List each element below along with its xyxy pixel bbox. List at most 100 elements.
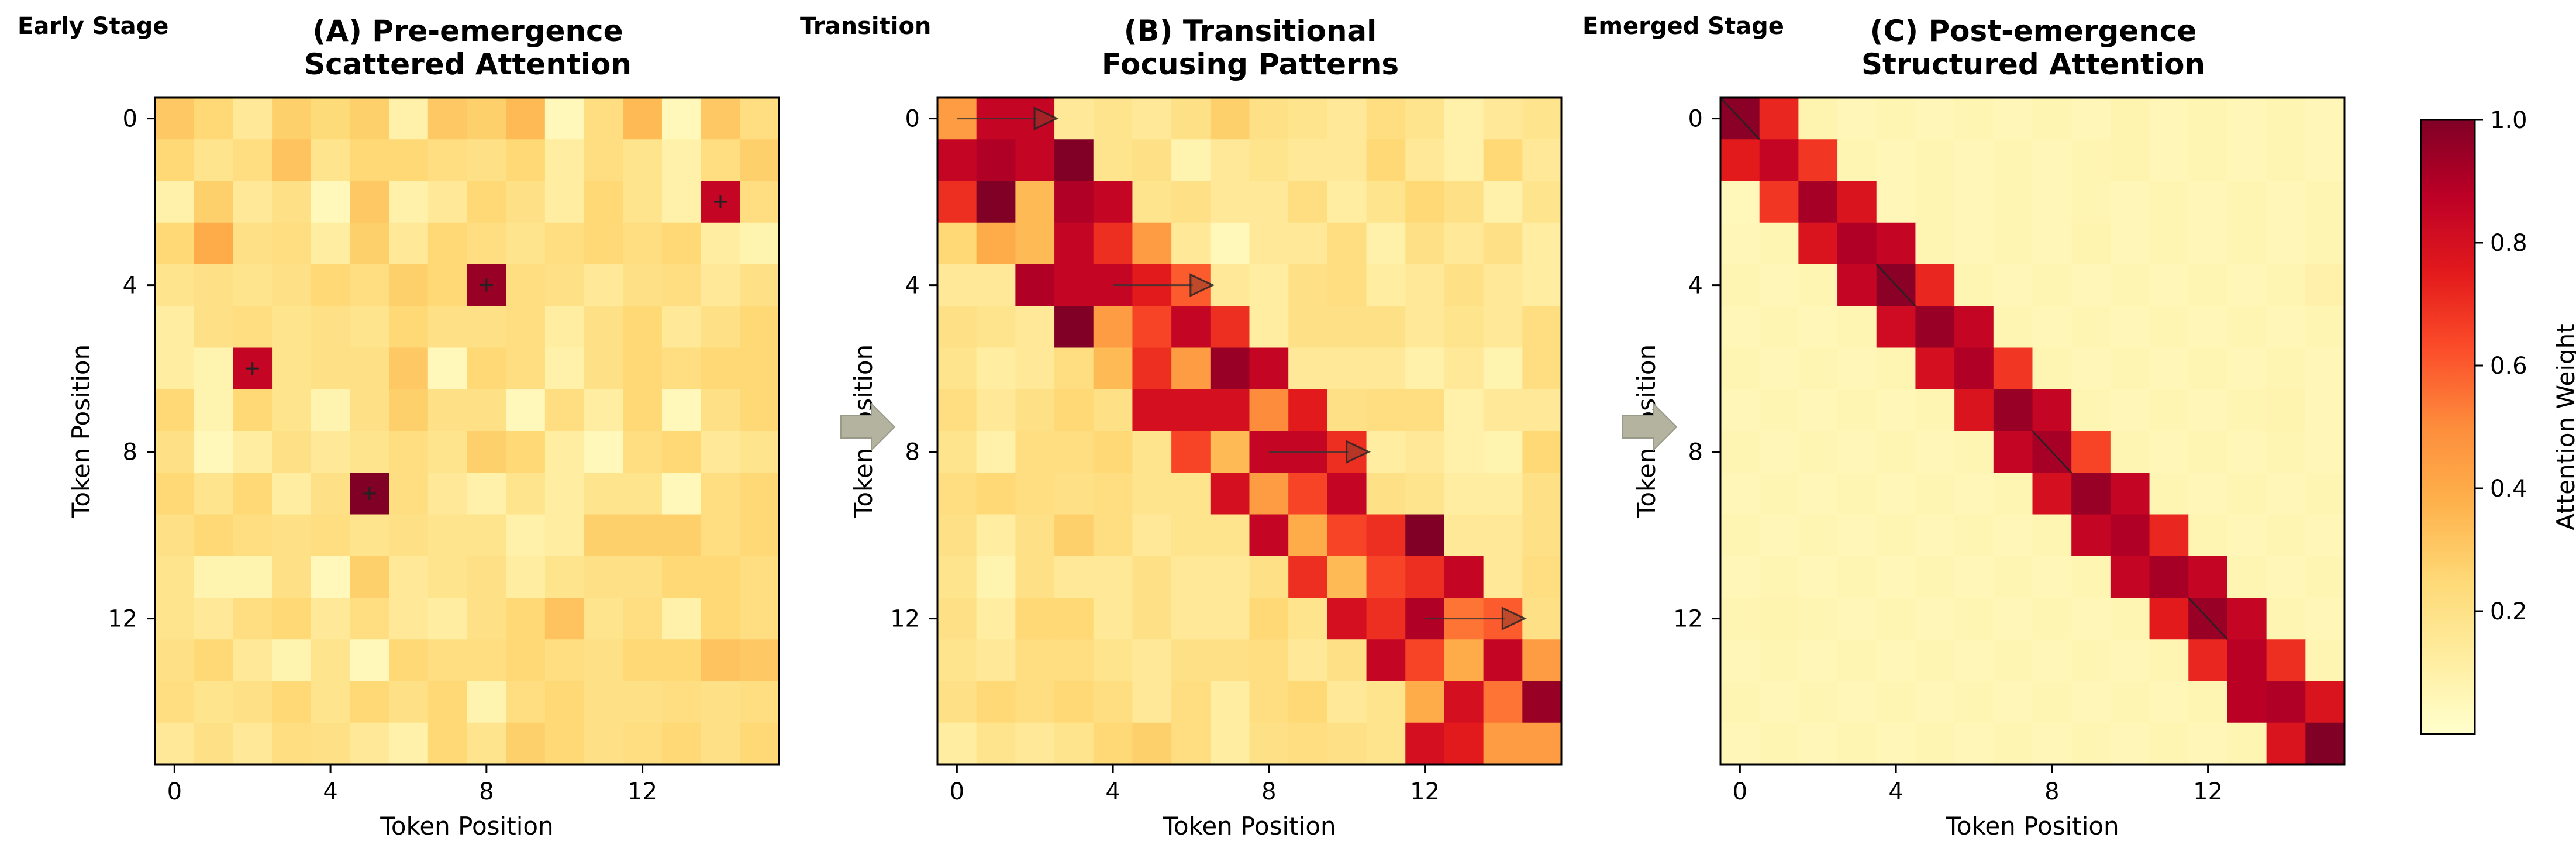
heatmap-cell (272, 306, 312, 349)
heatmap-cell (1015, 431, 1055, 473)
heatmap-cell (1954, 598, 1994, 640)
heatmap-cell (1837, 722, 1877, 765)
heatmap-cell (272, 681, 312, 723)
heatmap-cell (194, 389, 233, 432)
heatmap-cell (1054, 139, 1094, 182)
heatmap-cell (1837, 431, 1877, 473)
heatmap-cell (350, 722, 389, 765)
heatmap-cell (544, 306, 585, 349)
heatmap-cell (1366, 389, 1406, 432)
heatmap-cell (1993, 722, 2033, 765)
heatmap-cell (350, 98, 389, 140)
heatmap-cell (1798, 598, 1838, 640)
heatmap-cell (2071, 389, 2111, 432)
heatmap-cell (233, 639, 273, 682)
heatmap-cell (661, 389, 702, 432)
heatmap-cell (544, 722, 585, 765)
heatmap-cell (506, 98, 546, 140)
heatmap-cell (661, 514, 702, 557)
heatmap-cell (1720, 264, 1760, 306)
y-tick-label: 12 (890, 606, 920, 633)
heatmap-cell (1993, 556, 2033, 598)
heatmap-cell (2071, 222, 2111, 265)
heatmap-cell (1798, 473, 1838, 515)
x-tick-label: 4 (1105, 778, 1120, 805)
heatmap-cell (2266, 181, 2306, 223)
heatmap-cell (2227, 639, 2267, 682)
heatmap-cell (1171, 389, 1211, 432)
heatmap-cell (1249, 514, 1289, 557)
y-tick-label: 12 (108, 606, 137, 633)
heatmap-cell (1954, 389, 1994, 432)
heatmap-cell (1798, 222, 1838, 265)
heatmap-cell (506, 722, 546, 765)
heatmap-cell (1093, 181, 1133, 223)
heatmap-cell (1720, 389, 1760, 432)
heatmap-cell (2305, 98, 2345, 140)
heatmap-cell (2149, 473, 2189, 515)
heatmap-cell (544, 181, 585, 223)
heatmap-cell (937, 431, 977, 473)
heatmap-cell (2188, 722, 2228, 765)
chart-title-line-2: Scattered Attention (304, 47, 632, 81)
heatmap-cell (272, 598, 312, 640)
heatmap-cell (233, 98, 273, 140)
heatmap-cell (1837, 389, 1877, 432)
heatmap-cell (937, 473, 977, 515)
heatmap-cell (1249, 306, 1289, 349)
heatmap-cell (2227, 431, 2267, 473)
heatmap-cell (1915, 598, 1955, 640)
heatmap-cell (2266, 98, 2306, 140)
heatmap-cell (701, 347, 740, 390)
x-axis-label: Token Position (380, 812, 553, 840)
heatmap-cell (506, 431, 546, 473)
heatmap-cell (1759, 98, 1799, 140)
heatmap-cell (1327, 264, 1367, 306)
heatmap-cell (2305, 639, 2345, 682)
heatmap-cell (584, 639, 623, 682)
heatmap-cell (544, 222, 585, 265)
heatmap-cell (2227, 181, 2267, 223)
heatmap-cell (1915, 431, 1955, 473)
heatmap-cell (427, 722, 468, 765)
heatmap-cell (2266, 556, 2306, 598)
heatmap-cell (1327, 139, 1367, 182)
heatmap-cell (155, 222, 195, 265)
heatmap-cell (937, 222, 977, 265)
heatmap-cell (1915, 514, 1955, 557)
heatmap-cell (1366, 598, 1406, 640)
heatmap-cell (506, 347, 546, 390)
heatmap-cell (661, 181, 702, 223)
heatmap-cell (2149, 556, 2189, 598)
heatmap-cell (233, 514, 273, 557)
heatmap-cell (1993, 306, 2033, 349)
heatmap-cell (2110, 598, 2150, 640)
heatmap-cell (1210, 473, 1250, 515)
heatmap-cell (1759, 639, 1799, 682)
heatmap-cell (389, 264, 429, 306)
heatmap-cell (1720, 139, 1760, 182)
heatmap-cell (1444, 639, 1484, 682)
heatmap-cell (506, 514, 546, 557)
heatmap-cell (1054, 222, 1094, 265)
heatmap-cell (506, 556, 546, 598)
heatmap-cell (1954, 222, 1994, 265)
heatmap-cell (1720, 222, 1760, 265)
heatmap-cell (1093, 722, 1133, 765)
heatmap-cell (1171, 139, 1211, 182)
heatmap-cell (1483, 556, 1523, 598)
heatmap-cell (350, 264, 389, 306)
heatmap-cell (1759, 722, 1799, 765)
y-tick-label: 4 (905, 273, 920, 299)
heatmap-cell (976, 347, 1016, 390)
heatmap-cell (1954, 264, 1994, 306)
heatmap-cell (1993, 139, 2033, 182)
heatmap-cell (2188, 222, 2228, 265)
heatmap-cell (467, 347, 506, 390)
heatmap-cell (311, 681, 351, 723)
heatmap-cell (1993, 598, 2033, 640)
heatmap-cell (467, 431, 506, 473)
heatmap-cell (1054, 556, 1094, 598)
heatmap-cell (2266, 264, 2306, 306)
heatmap-cell (2188, 389, 2228, 432)
